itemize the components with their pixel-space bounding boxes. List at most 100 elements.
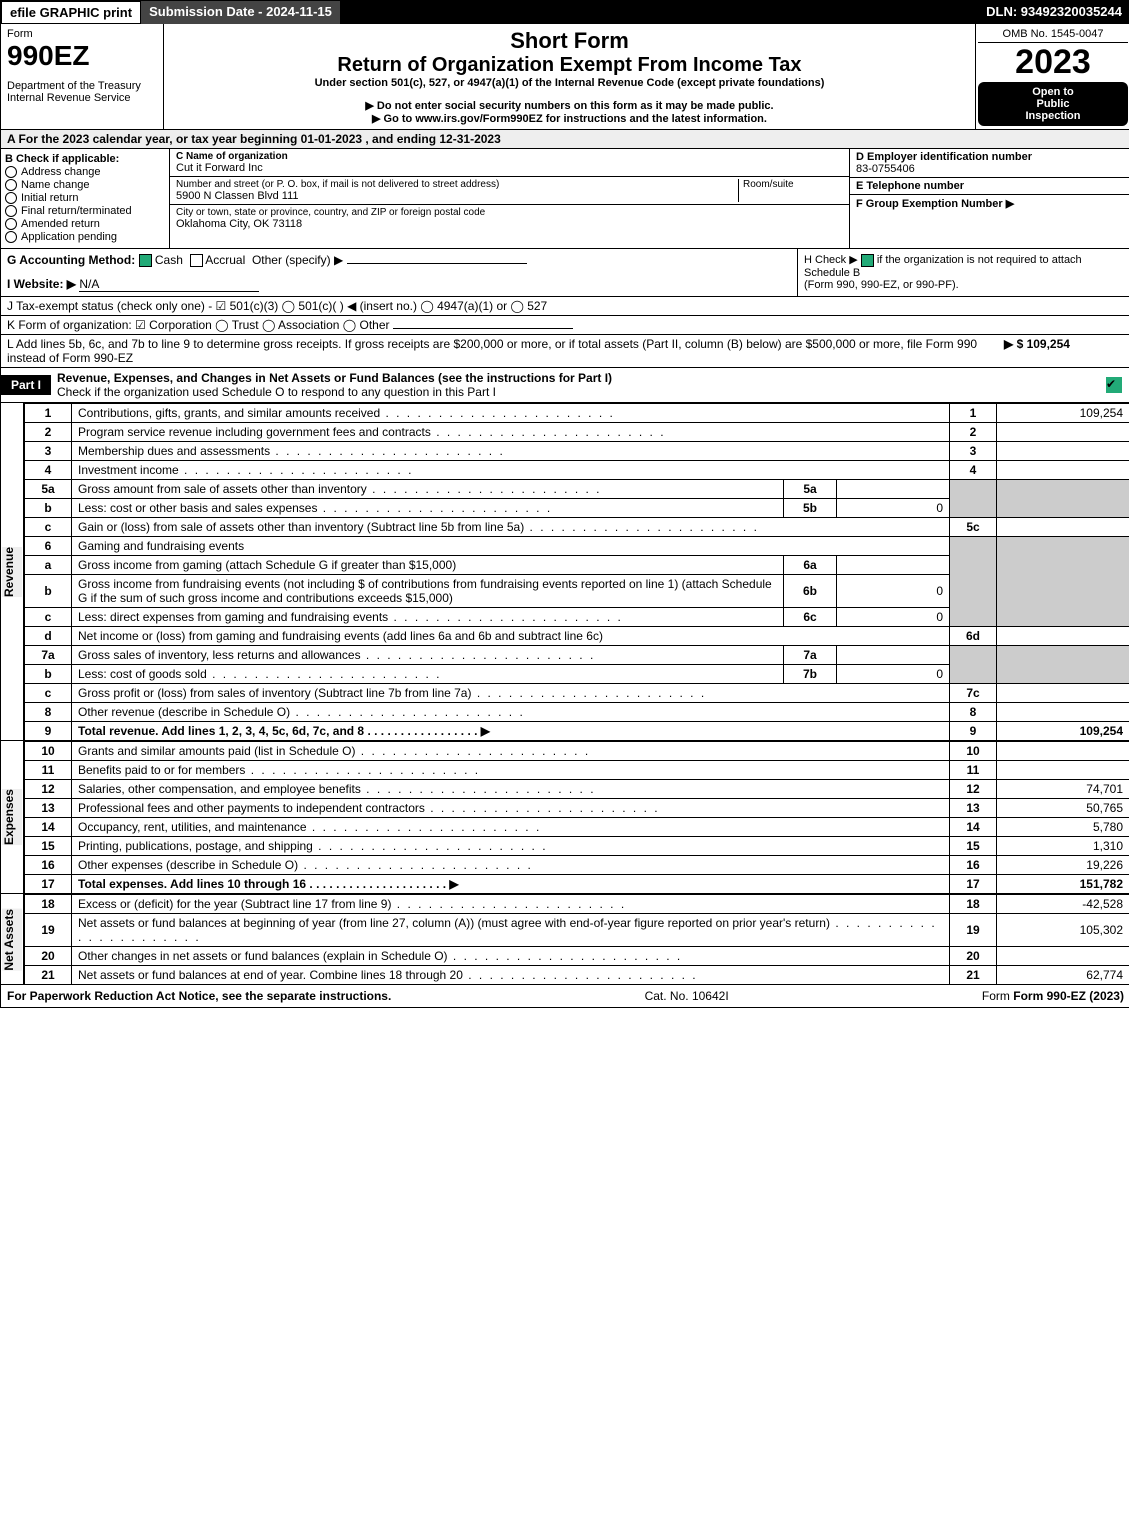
box-d-label: D Employer identification number: [856, 151, 1124, 163]
part-i-label: Part I: [1, 375, 51, 395]
dept-label: Department of the Treasury: [7, 80, 157, 92]
line-9: 9Total revenue. Add lines 1, 2, 3, 4, 5c…: [25, 722, 1129, 741]
line-17: 17Total expenses. Add lines 10 through 1…: [25, 875, 1129, 894]
subtitle: Under section 501(c), 527, or 4947(a)(1)…: [172, 77, 967, 89]
chk-final-return[interactable]: Final return/terminated: [5, 205, 165, 217]
line-13: 13Professional fees and other payments t…: [25, 799, 1129, 818]
row-l: L Add lines 5b, 6c, and 7b to line 9 to …: [1, 335, 1129, 368]
street-cell: Number and street (or P. O. box, if mail…: [170, 177, 849, 205]
street-label: Number and street (or P. O. box, if mail…: [176, 179, 738, 190]
efile-label: efile GRAPHIC print: [1, 1, 141, 24]
chk-application-pending[interactable]: Application pending: [5, 231, 165, 243]
row-gh: G Accounting Method: Cash Accrual Other …: [1, 249, 1129, 297]
chk-schedule-o[interactable]: ✔: [1106, 377, 1122, 393]
boxes-def: D Employer identification number 83-0755…: [849, 149, 1129, 248]
note-link: ▶ Go to www.irs.gov/Form990EZ for instru…: [172, 112, 967, 125]
inspection-box: Open to Public Inspection: [978, 82, 1128, 126]
box-f: F Group Exemption Number ▶: [850, 195, 1129, 237]
line-8: 8Other revenue (describe in Schedule O)8: [25, 703, 1129, 722]
room-label: Room/suite: [743, 179, 843, 190]
other-org-input[interactable]: [393, 328, 573, 329]
line-4: 4Investment income4: [25, 461, 1129, 480]
box-b-label: B Check if applicable:: [5, 153, 165, 165]
form-number: 990EZ: [7, 40, 157, 72]
line-5a: 5aGross amount from sale of assets other…: [25, 480, 1129, 499]
header-row: Form 990EZ Department of the Treasury In…: [1, 24, 1129, 130]
form-label: Form: [7, 28, 157, 40]
website-value: N/A: [79, 277, 259, 292]
line-3: 3Membership dues and assessments3: [25, 442, 1129, 461]
submission-date: Submission Date - 2024-11-15: [141, 1, 340, 24]
line-7a: 7aGross sales of inventory, less returns…: [25, 646, 1129, 665]
chk-accrual[interactable]: [190, 254, 203, 267]
line-11: 11Benefits paid to or for members11: [25, 761, 1129, 780]
box-e: E Telephone number: [850, 178, 1129, 195]
footer: For Paperwork Reduction Act Notice, see …: [1, 985, 1129, 1007]
netassets-table: 18Excess or (deficit) for the year (Subt…: [24, 894, 1129, 985]
row-g: G Accounting Method: Cash Accrual Other …: [1, 249, 797, 296]
chk-address-change[interactable]: Address change: [5, 166, 165, 178]
box-f-label: F Group Exemption Number ▶: [856, 197, 1124, 210]
info-grid: B Check if applicable: Address change Na…: [1, 149, 1129, 249]
inspection-line2: Public: [982, 98, 1124, 110]
row-h: H Check ▶ if the organization is not req…: [797, 249, 1129, 296]
part-i-header: Part I Revenue, Expenses, and Changes in…: [1, 368, 1129, 403]
header-center: Short Form Return of Organization Exempt…: [164, 24, 975, 129]
i-label: I Website: ▶: [7, 277, 76, 291]
line-6: 6Gaming and fundraising events: [25, 537, 1129, 556]
revenue-side-label: Revenue: [1, 403, 24, 741]
netassets-section: Net Assets 18Excess or (deficit) for the…: [1, 894, 1129, 985]
line-16: 16Other expenses (describe in Schedule O…: [25, 856, 1129, 875]
city-value: Oklahoma City, OK 73118: [176, 218, 843, 230]
chk-cash[interactable]: [139, 254, 152, 267]
other-specify-input[interactable]: [347, 263, 527, 264]
street-value: 5900 N Classen Blvd 111: [176, 190, 738, 202]
top-bar: efile GRAPHIC print Submission Date - 20…: [1, 1, 1129, 24]
row-j: J Tax-exempt status (check only one) - ☑…: [1, 297, 1129, 316]
topbar-spacer: [340, 1, 978, 24]
row-k: K Form of organization: ☑ Corporation ◯ …: [1, 316, 1129, 335]
line-12: 12Salaries, other compensation, and empl…: [25, 780, 1129, 799]
ein-value: 83-0755406: [856, 163, 1124, 175]
line-6d: dNet income or (loss) from gaming and fu…: [25, 627, 1129, 646]
row-l-text: L Add lines 5b, 6c, and 7b to line 9 to …: [7, 337, 1004, 365]
line-21: 21Net assets or fund balances at end of …: [25, 966, 1129, 985]
form-990ez-page: efile GRAPHIC print Submission Date - 20…: [0, 0, 1129, 1008]
expenses-side-label: Expenses: [1, 741, 24, 894]
org-name: Cut it Forward Inc: [176, 162, 843, 174]
short-form-title: Short Form: [172, 28, 967, 54]
note-ssn: ▶ Do not enter social security numbers o…: [172, 99, 967, 112]
footer-left: For Paperwork Reduction Act Notice, see …: [7, 989, 391, 1003]
dln-label: DLN: 93492320035244: [978, 1, 1129, 24]
org-name-cell: C Name of organization Cut it Forward In…: [170, 149, 849, 177]
line-7c: cGross profit or (loss) from sales of in…: [25, 684, 1129, 703]
chk-schedule-b[interactable]: [861, 254, 874, 267]
chk-amended-return[interactable]: Amended return: [5, 218, 165, 230]
box-e-label: E Telephone number: [856, 180, 1124, 192]
line-19: 19Net assets or fund balances at beginni…: [25, 914, 1129, 947]
omb-number: OMB No. 1545-0047: [978, 26, 1128, 43]
line-14: 14Occupancy, rent, utilities, and mainte…: [25, 818, 1129, 837]
netassets-side-label: Net Assets: [1, 894, 24, 985]
line-2: 2Program service revenue including gover…: [25, 423, 1129, 442]
footer-center: Cat. No. 10642I: [645, 989, 729, 1003]
line-10: 10Grants and similar amounts paid (list …: [25, 742, 1129, 761]
city-label: City or town, state or province, country…: [176, 207, 843, 218]
chk-name-change[interactable]: Name change: [5, 179, 165, 191]
revenue-section: Revenue 1Contributions, gifts, grants, a…: [1, 403, 1129, 741]
line-1: 1Contributions, gifts, grants, and simil…: [25, 404, 1129, 423]
box-d: D Employer identification number 83-0755…: [850, 149, 1129, 178]
header-right: OMB No. 1545-0047 2023 Open to Public In…: [975, 24, 1129, 129]
line-15: 15Printing, publications, postage, and s…: [25, 837, 1129, 856]
chk-initial-return[interactable]: Initial return: [5, 192, 165, 204]
tax-year: 2023: [978, 43, 1128, 82]
inspection-line1: Open to: [982, 86, 1124, 98]
row-l-value: ▶ $ 109,254: [1004, 337, 1124, 365]
box-c-label: C Name of organization: [176, 151, 843, 162]
part-i-title: Revenue, Expenses, and Changes in Net As…: [51, 368, 1106, 402]
return-title: Return of Organization Exempt From Incom…: [172, 54, 967, 77]
footer-right: Form Form 990-EZ (2023): [982, 989, 1124, 1003]
g-label: G Accounting Method:: [7, 253, 135, 267]
expenses-section: Expenses 10Grants and similar amounts pa…: [1, 741, 1129, 894]
line-20: 20Other changes in net assets or fund ba…: [25, 947, 1129, 966]
